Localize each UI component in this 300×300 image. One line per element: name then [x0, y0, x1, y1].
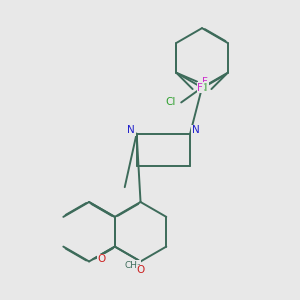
Text: N: N	[192, 125, 199, 135]
Text: O: O	[98, 254, 106, 264]
Text: O: O	[136, 266, 145, 275]
Text: CH₃: CH₃	[124, 261, 141, 270]
Text: Cl: Cl	[197, 82, 208, 93]
Text: Cl: Cl	[166, 98, 176, 107]
Text: F: F	[197, 82, 203, 93]
Text: N: N	[128, 125, 135, 135]
Text: F: F	[202, 76, 208, 87]
